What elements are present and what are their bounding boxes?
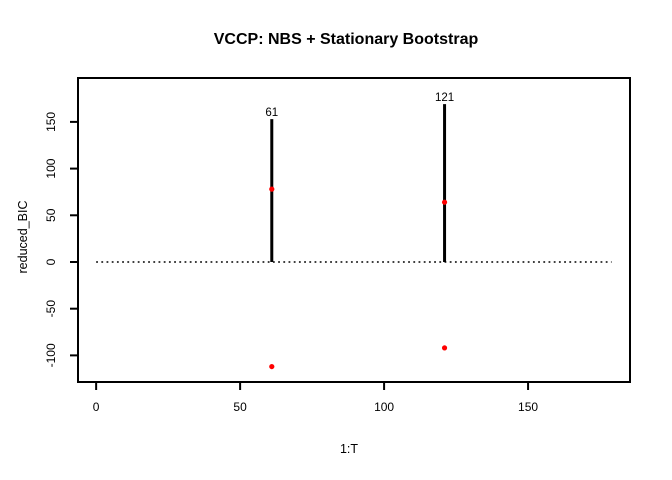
x-tick-label: 0 bbox=[93, 400, 100, 414]
y-tick-label: -100 bbox=[44, 343, 58, 367]
changepoint-label: 61 bbox=[265, 107, 278, 119]
data-point bbox=[269, 363, 275, 370]
y-tick-label: 100 bbox=[44, 158, 58, 178]
y-axis-label: reduced_BIC bbox=[16, 201, 30, 274]
data-point bbox=[441, 199, 448, 205]
data-point bbox=[269, 186, 275, 192]
x-tick-label: 150 bbox=[518, 400, 538, 414]
x-tick-label: 50 bbox=[233, 400, 247, 414]
changepoint-label: 121 bbox=[435, 92, 454, 104]
y-tick-label: 150 bbox=[44, 112, 58, 132]
x-axis-label: 1:T bbox=[340, 442, 358, 456]
plot-title: VCCP: NBS + Stationary Bootstrap bbox=[214, 31, 479, 48]
plot-content: 0 50 100 150 -100 -50 0 50 100 150 61 121 bbox=[44, 92, 612, 414]
data-point bbox=[441, 345, 448, 351]
x-tick-label: 100 bbox=[374, 400, 394, 414]
y-tick-label: 50 bbox=[44, 208, 58, 222]
y-tick-label: 0 bbox=[44, 258, 58, 265]
y-tick-label: -50 bbox=[44, 300, 58, 318]
plot-box bbox=[77, 77, 631, 383]
